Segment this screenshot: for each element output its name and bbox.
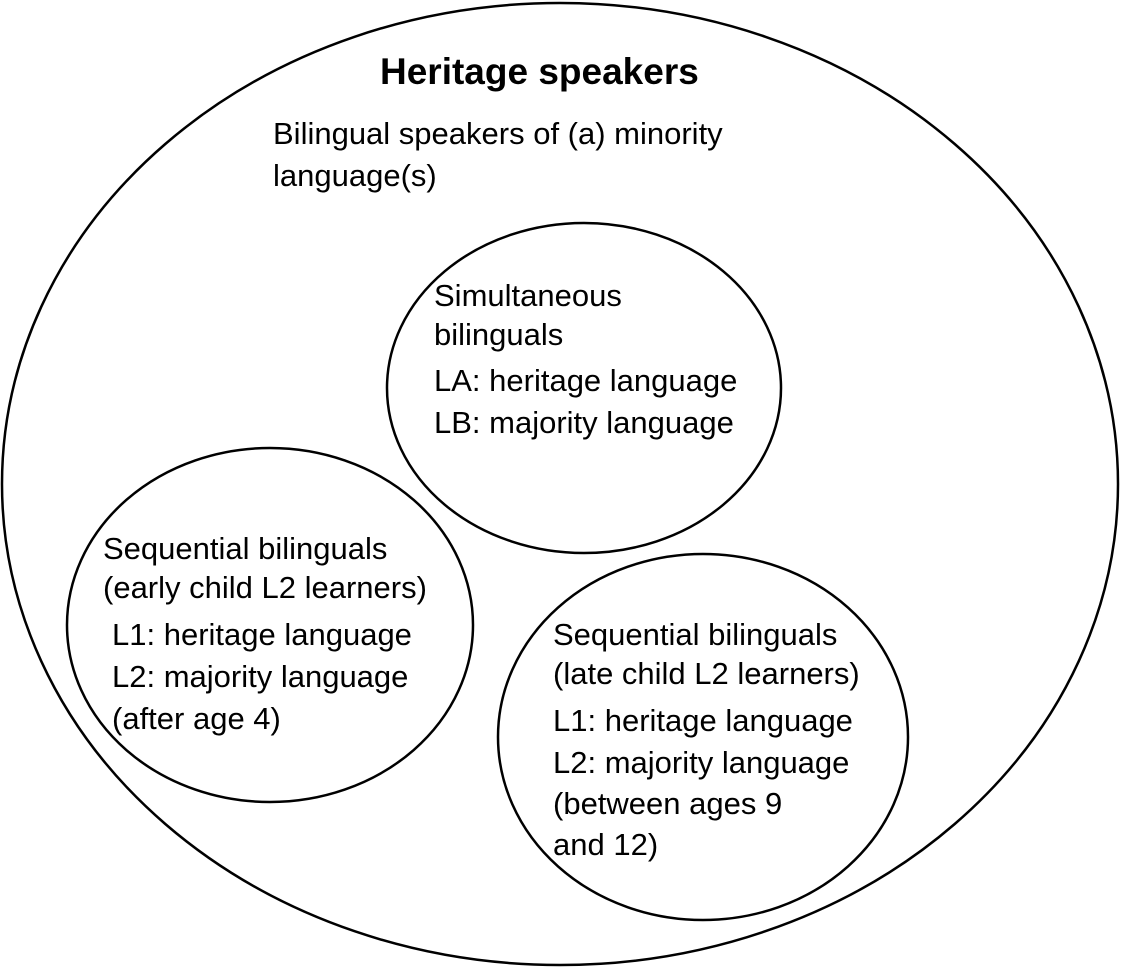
early-l2-line-2: (after age 4) [112, 701, 281, 736]
late-l2-line-3: and 12) [553, 827, 659, 862]
late-l2-line-2: (between ages 9 [553, 786, 783, 821]
early-l1-label: L1: heritage language [112, 617, 412, 652]
early-l2-line-1: L2: majority language [112, 659, 409, 694]
simultaneous-heading-line-1: Simultaneous [434, 278, 622, 313]
circle-simultaneous-bilinguals [385, 221, 783, 555]
circle-early-child-l2-learners [65, 446, 475, 804]
simultaneous-heading-line-2: bilinguals [434, 317, 564, 352]
circle-late-child-l2-learners [496, 552, 910, 922]
outer-description-line-1: Bilingual speakers of (a) minority [273, 116, 723, 151]
early-heading-line-1: Sequential bilinguals [103, 531, 388, 566]
late-heading-line-1: Sequential bilinguals [553, 617, 838, 652]
outer-description-line-2: language(s) [273, 158, 437, 193]
early-heading-line-2: (early child L2 learners) [103, 570, 427, 605]
simultaneous-lb-label: LB: majority language [434, 405, 734, 440]
late-heading-line-2: (late child L2 learners) [553, 656, 860, 691]
simultaneous-la-label: LA: heritage language [434, 363, 738, 398]
diagram-title: Heritage speakers [380, 51, 699, 92]
late-l1-label: L1: heritage language [553, 703, 853, 738]
late-l2-line-1: L2: majority language [553, 745, 850, 780]
